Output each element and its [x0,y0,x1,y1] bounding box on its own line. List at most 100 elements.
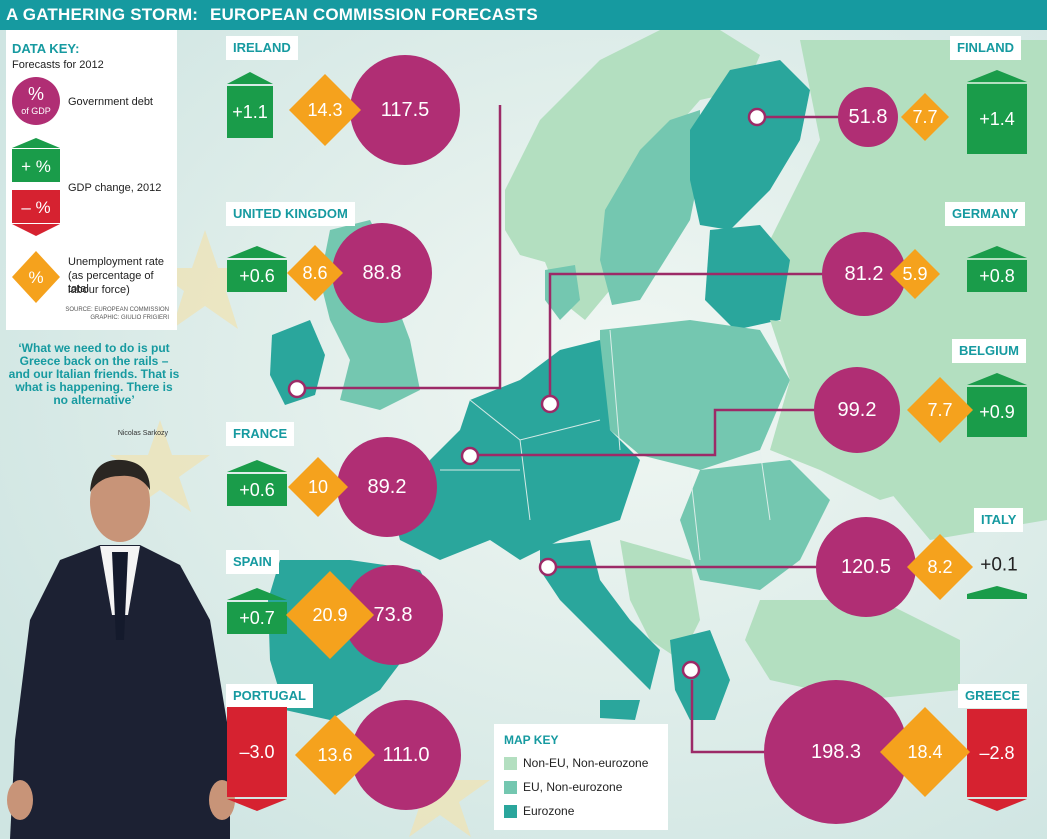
label-italy: ITALY [974,508,1024,532]
gdp-box-italy [967,594,1027,599]
unemployment-diamond-ireland [289,74,361,146]
debt-circle-portugal [351,700,461,810]
debt-circle-italy [816,517,916,617]
unemployment-value-spain: 20.9 [312,605,347,625]
unemployment-diamond-portugal [295,715,375,795]
italy-marker [538,557,558,577]
debt-value-germany: 81.2 [845,263,884,285]
ireland-marker [287,379,307,399]
gdp-arrow-portugal [227,799,287,811]
unemployment-diamond-belgium [907,377,973,443]
debt-value-france: 89.2 [368,476,407,498]
gdp-value-united-kingdom: +0.6 [239,266,275,286]
debt-circle-ireland [350,55,460,165]
label-united-kingdom: UNITED KINGDOM [226,202,355,226]
gdp-plus-box [12,149,60,182]
debt-value-portugal: 111.0 [382,744,429,766]
debt-circle-united-kingdom [332,223,432,323]
map-key-label-non-eu: Non-EU, Non-eurozone [523,756,649,770]
connector-lines [300,105,846,754]
data-key-subheading: Forecasts for 2012 [12,59,104,71]
unemployment-value-belgium: 7.7 [927,400,952,420]
gdp-arrow-italy [967,586,1027,594]
gdp-box-ireland [227,86,273,138]
debt-value-belgium: 99.2 [838,399,877,421]
unemployment-value-portugal: 13.6 [317,745,352,765]
unemployment-value-ireland: 14.3 [307,100,342,120]
title-left: A GATHERING STORM: [6,5,199,24]
unemployment-label-3: labour force) [68,284,130,296]
gdp-arrow-france [227,460,287,472]
map-key-title: MAP KEY [504,733,559,747]
gdp-down-arrow-icon [12,224,60,236]
gdp-value-portugal: –3.0 [239,742,274,762]
gdp-box-germany [967,260,1027,292]
gdp-arrow-spain [227,588,287,600]
gdp-label: GDP change, 2012 [68,182,162,194]
gdp-arrow-greece [967,799,1027,811]
unemployment-symbol-icon [12,251,60,303]
speaker-photo [7,459,235,839]
graphic-credit-line: GRAPHIC: GIULIO FRIGIERI [90,315,169,321]
greece-marker [681,660,701,680]
title-bar: A GATHERING STORM: EUROPEAN COMMISSION F… [0,0,1047,30]
swatch-eurozone [504,805,517,818]
debt-value-greece: 198.3 [811,741,861,763]
gdp-value-germany: +0.8 [979,266,1015,286]
unemployment-value-united-kingdom: 8.6 [302,263,327,283]
gdp-value-france: +0.6 [239,480,275,500]
germany-marker [540,394,560,414]
unemployment-value-italy: 8.2 [927,557,952,577]
gdp-value-italy: +0.1 [980,555,1018,576]
unemployment-diamond-spain [286,571,374,659]
map-key: MAP KEY Non-EU, Non-eurozone EU, Non-eur… [494,724,668,830]
gdp-value-greece: –2.8 [979,743,1014,763]
debt-circle-spain [343,565,443,665]
title-right: EUROPEAN COMMISSION FORECASTS [210,5,538,24]
unemployment-diamond-finland [901,93,949,141]
label-germany: GERMANY [945,202,1026,226]
gdp-value-spain: +0.7 [239,608,275,628]
map-key-label-eurozone: Eurozone [523,804,575,818]
gdp-arrow-ireland [227,72,273,84]
debt-symbol-text: % [28,84,44,104]
debt-circle-belgium [814,367,900,453]
source-line: SOURCE: EUROPEAN COMMISSION [65,307,169,313]
unemployment-diamond-italy [907,534,973,600]
debt-value-finland: 51.8 [849,106,888,128]
debt-value-united-kingdom: 88.8 [363,262,402,284]
gdp-box-finland [967,84,1027,154]
unemployment-value-france: 10 [308,477,328,497]
gdp-arrow-belgium [967,373,1027,385]
debt-circle-germany [822,232,906,316]
unemployment-diamond-united-kingdom [287,245,343,301]
gdp-up-arrow-icon [12,138,60,148]
data-key-heading: DATA KEY: [12,41,80,56]
gdp-arrow-united-kingdom [227,246,287,258]
unemployment-label-2: (as percentage of total [68,270,154,295]
label-belgium: BELGIUM [952,339,1026,363]
gdp-box-belgium [967,387,1027,437]
debt-circle-france [337,437,437,537]
debt-unit-text: of GDP [21,106,51,116]
label-portugal: PORTUGAL [226,684,313,708]
gdp-minus-text: – % [21,198,50,217]
debt-circle-greece [764,680,908,824]
label-ireland: IRELAND [226,36,298,60]
debt-value-italy: 120.5 [841,556,891,578]
gdp-value-belgium: +0.9 [979,402,1015,422]
swatch-non-eu [504,757,517,770]
gdp-arrow-germany [967,246,1027,258]
label-france: FRANCE [226,422,295,446]
data-key-symbols: % of GDP + % – % % [12,77,60,303]
gdp-box-france [227,474,287,506]
unemployment-symbol-text: % [28,268,43,287]
label-finland: FINLAND [950,36,1022,60]
swatch-eu-non-eurozone [504,781,517,794]
gdp-box-portugal [227,707,287,797]
debt-value-spain: 73.8 [374,604,413,626]
unemployment-value-finland: 7.7 [912,107,937,127]
unemployment-label: Unemployment rate [68,256,164,268]
gdp-box-united-kingdom [227,260,287,292]
